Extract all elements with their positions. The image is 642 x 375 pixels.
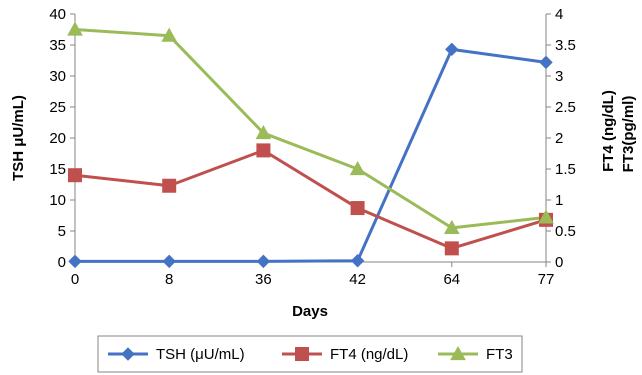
left-tick-label: 5 — [58, 223, 66, 240]
data-point-ft3 — [67, 21, 83, 36]
x-tick-label: 77 — [538, 271, 555, 288]
legend-label-tsh: TSH (μU/mL) — [156, 346, 245, 363]
series-markers — [67, 21, 554, 269]
x-tick-label: 0 — [71, 271, 79, 288]
x-tick-label: 36 — [255, 271, 272, 288]
right-tick-label: 0.5 — [555, 223, 576, 240]
x-ticks: 0 8 36 42 64 77 — [71, 262, 555, 288]
data-point-ft4 — [256, 143, 271, 158]
left-y-ticks: 0 5 10 15 20 25 30 35 40 — [49, 6, 75, 271]
series-line-tsh — [75, 47, 547, 263]
right-tick-label: 3.5 — [555, 37, 576, 54]
data-point-ft3 — [349, 160, 366, 176]
left-tick-label: 15 — [49, 161, 66, 178]
data-point-tsh — [539, 55, 553, 70]
right-tick-label: 1 — [555, 192, 563, 209]
data-point-tsh — [350, 254, 365, 268]
right-tick-label: 1.5 — [555, 161, 576, 178]
left-tick-label: 25 — [49, 99, 66, 116]
x-axis-title: Days — [292, 303, 328, 320]
left-tick-label: 35 — [49, 37, 66, 54]
left-y-axis-title: TSH μU/mL) — [10, 95, 27, 181]
left-tick-label: 20 — [49, 130, 66, 147]
data-point-ft4 — [444, 241, 459, 256]
x-tick-label: 42 — [349, 271, 366, 288]
x-tick-label: 8 — [165, 271, 173, 288]
data-point-ft3 — [538, 209, 554, 224]
legend-swatch-marker-tsh — [121, 347, 135, 361]
data-point-tsh — [162, 254, 176, 269]
legend-swatch-marker-ft3 — [450, 345, 466, 361]
right-y-axis-title-ft3: FT3(pg/ml) — [620, 96, 637, 173]
right-tick-label: 0 — [555, 254, 563, 271]
data-point-ft4 — [162, 178, 177, 193]
data-point-ft3 — [255, 125, 272, 140]
right-tick-label: 2 — [555, 130, 563, 147]
right-tick-label: 4 — [555, 6, 563, 23]
data-point-ft4 — [350, 201, 365, 216]
left-tick-label: 0 — [58, 254, 66, 271]
series-line-ft4 — [74, 148, 547, 250]
data-point-ft4 — [68, 168, 82, 183]
left-tick-label: 40 — [49, 6, 66, 23]
right-y-axis-title-ft4: FT4 (ng/dL) — [600, 90, 617, 172]
right-tick-label: 3 — [555, 68, 563, 85]
right-y-ticks: 0 0.5 1 1.5 2 2.5 3 3.5 4 — [546, 6, 576, 271]
legend-swatch-marker-ft4 — [295, 347, 309, 361]
series-line-ft3 — [74, 28, 547, 230]
data-point-tsh — [445, 42, 459, 57]
series-lines — [74, 28, 547, 263]
x-tick-label: 64 — [443, 271, 460, 288]
legend: TSH (μU/mL) FT4 (ng/dL) FT3 — [97, 335, 523, 373]
right-tick-label: 2.5 — [555, 99, 576, 116]
left-tick-label: 10 — [49, 192, 66, 209]
data-point-ft3 — [443, 219, 460, 234]
data-point-tsh — [256, 254, 271, 269]
legend-label-ft3: FT3 — [486, 346, 513, 363]
data-point-ft3 — [161, 27, 178, 42]
data-point-tsh — [68, 254, 82, 269]
left-tick-label: 30 — [49, 68, 66, 85]
legend-label-ft4: FT4 (ng/dL) — [330, 346, 408, 363]
